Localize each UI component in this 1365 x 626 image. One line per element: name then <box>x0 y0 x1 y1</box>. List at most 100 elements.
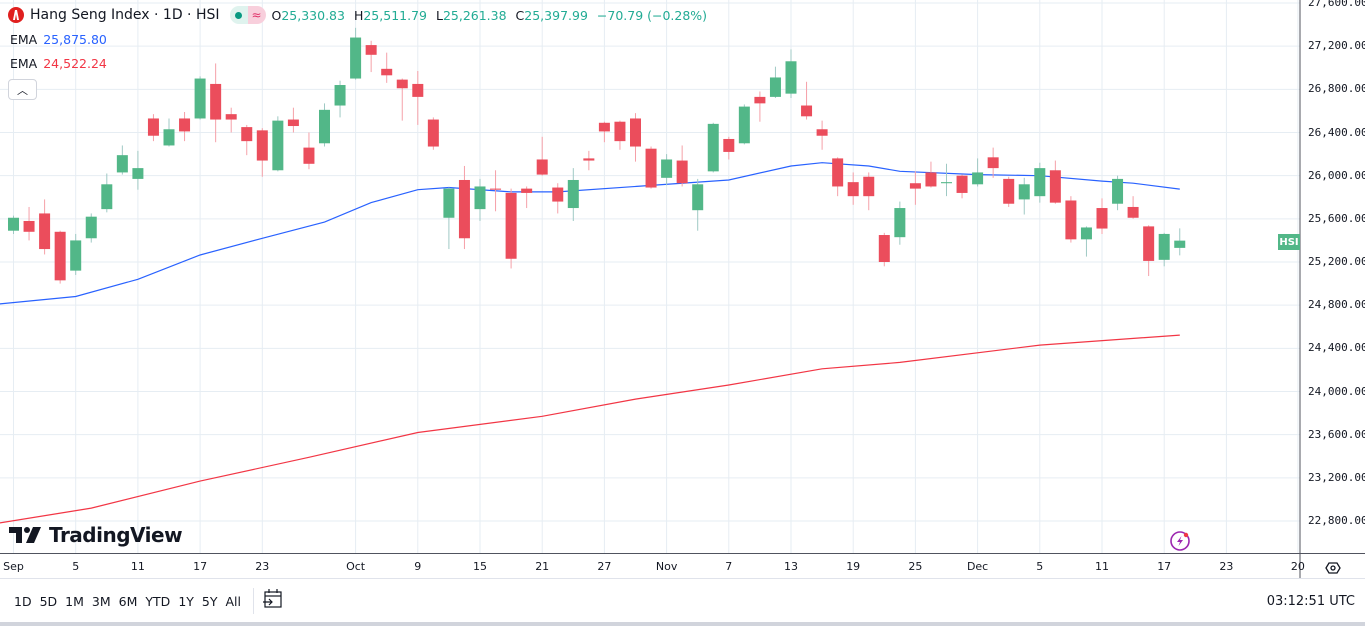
price-tick-label: 27,600.00 <box>1308 0 1365 9</box>
lightning-icon[interactable] <box>1170 531 1190 551</box>
candle-body <box>878 235 890 262</box>
price-tick-label: 26,400.00 <box>1308 125 1365 139</box>
range-5d-button[interactable]: 5D <box>39 593 58 609</box>
green-dot-icon <box>229 6 248 24</box>
tradingview-logo-icon <box>9 527 41 543</box>
range-all-button[interactable]: All <box>225 593 242 609</box>
candle-down <box>878 232 890 267</box>
candle-up <box>941 163 952 197</box>
range-1d-button[interactable]: 1D <box>14 593 32 609</box>
candle-body <box>785 61 797 94</box>
candle-down <box>303 132 315 170</box>
ema-line-red <box>0 334 1180 524</box>
price-tick-label: 24,400.00 <box>1308 341 1365 355</box>
candle-body <box>1049 170 1061 203</box>
candle-body <box>381 68 393 76</box>
candle-down <box>505 188 517 269</box>
eye-icon[interactable] <box>1325 562 1341 574</box>
candle-up <box>474 178 486 221</box>
candle-down <box>583 150 595 171</box>
candle-body <box>1034 168 1046 197</box>
status-pill[interactable]: ≈ <box>229 6 266 24</box>
range-1m-button[interactable]: 1M <box>65 593 84 609</box>
candle-up <box>101 173 113 213</box>
range-6m-button[interactable]: 6M <box>118 593 138 609</box>
candle-body <box>396 79 408 89</box>
candle-down <box>598 121 610 143</box>
time-tick-label: 5 <box>72 560 80 573</box>
range-ytd-button[interactable]: YTD <box>145 593 171 609</box>
range-1y-button[interactable]: 1Y <box>178 593 194 609</box>
time-tick-label: 27 <box>597 560 612 573</box>
candle-down <box>552 183 564 214</box>
candle-body <box>769 77 781 97</box>
price-tick-label: 25,200.00 <box>1308 255 1365 268</box>
candle-up <box>116 145 128 175</box>
candle-up <box>132 150 144 190</box>
candle-down <box>412 70 424 125</box>
candle-body <box>909 183 921 189</box>
candle-body <box>303 147 315 164</box>
time-tick-label: 20 <box>1290 560 1305 573</box>
time-tick-label: 25 <box>908 560 923 573</box>
candle-body <box>894 208 906 238</box>
price-tick-label: 27,200.00 <box>1308 39 1365 53</box>
candle-down <box>536 136 548 176</box>
candle-down <box>863 172 875 211</box>
candle-down <box>54 230 66 284</box>
candle-down <box>1127 196 1139 219</box>
candle-down <box>987 147 999 178</box>
change-value: −70.79 (−0.28%) <box>596 7 708 23</box>
candle-body <box>334 85 346 106</box>
candle-down <box>23 206 35 241</box>
ema-legend-1[interactable]: EMA 25,875.80 <box>10 32 107 47</box>
close-value: 25,397.99 <box>524 7 588 23</box>
candle-down <box>521 186 533 209</box>
candle-body <box>272 120 284 171</box>
candle-body <box>692 184 704 211</box>
candle-down <box>1065 196 1077 243</box>
range-5y-button[interactable]: 5Y <box>201 593 218 609</box>
candle-down <box>847 172 859 205</box>
collapse-legend-button[interactable]: ︿ <box>8 79 37 100</box>
candle-body <box>816 129 828 136</box>
candle-body <box>8 217 19 231</box>
candle-down <box>614 120 626 150</box>
candle-down <box>241 124 253 156</box>
candle-up <box>1158 232 1170 267</box>
time-tick-label: 17 <box>1157 560 1172 573</box>
symbol-title[interactable]: Hang Seng Index · 1D · HSI <box>30 7 220 23</box>
candle-body <box>458 179 470 239</box>
approx-icon: ≈ <box>247 6 266 24</box>
hsi-logo-icon <box>8 7 24 23</box>
candle-body <box>287 119 299 127</box>
candle-down <box>287 107 299 133</box>
ema-value: 25,875.80 <box>43 32 107 47</box>
candle-down <box>427 117 439 150</box>
calendar-goto-icon[interactable] <box>262 589 284 613</box>
clock-utc[interactable]: 03:12:51 UTC <box>1266 594 1355 609</box>
candle-body <box>598 122 610 132</box>
candle-body <box>1174 240 1186 248</box>
candle-down <box>925 161 937 188</box>
candle-body <box>630 118 641 147</box>
candle-up <box>769 66 781 98</box>
candle-body <box>832 158 844 187</box>
candle-body <box>23 220 35 232</box>
candle-body <box>225 114 237 120</box>
candle-body <box>754 96 766 104</box>
price-tick-label: 24,000.00 <box>1308 384 1365 398</box>
time-tick-label: Nov <box>655 560 678 573</box>
candle-up <box>8 215 19 234</box>
price-tick-label: 26,800.00 <box>1308 82 1365 96</box>
candle-body <box>863 176 875 197</box>
time-tick-label: 17 <box>193 560 208 573</box>
candle-down <box>816 120 828 150</box>
toolbar-divider <box>253 588 254 614</box>
candle-up <box>350 27 362 80</box>
range-3m-button[interactable]: 3M <box>91 593 111 609</box>
ema-legend-2[interactable]: EMA 24,522.24 <box>10 56 107 71</box>
candle-down <box>210 63 222 143</box>
open-value: 25,330.83 <box>281 7 345 23</box>
